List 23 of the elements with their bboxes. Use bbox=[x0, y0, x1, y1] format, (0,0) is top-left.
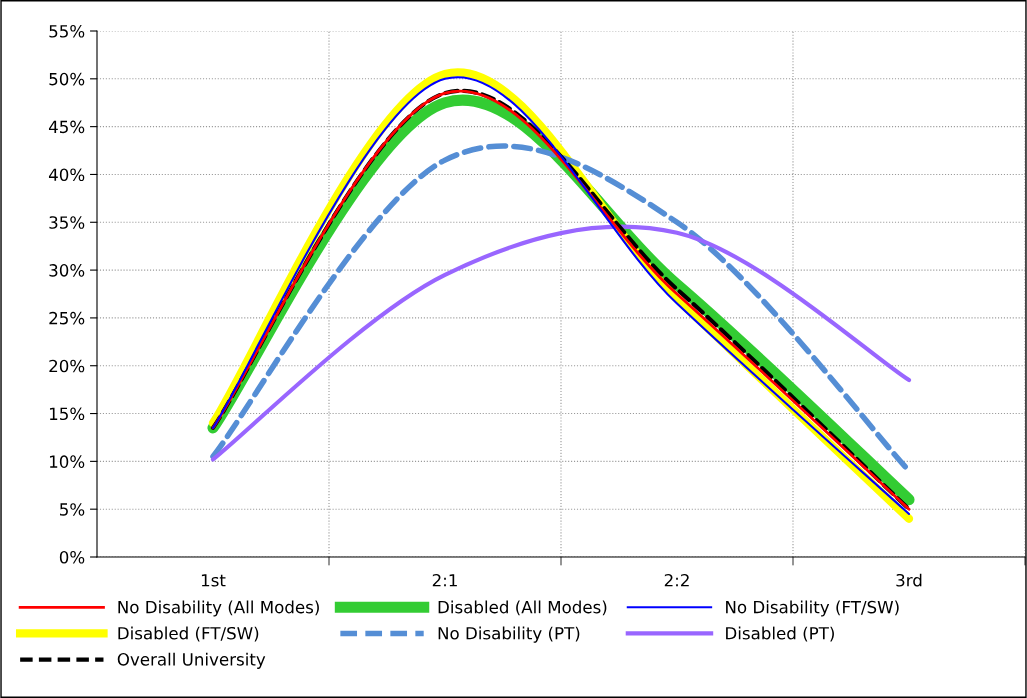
legend-label: Disabled (PT) bbox=[726, 626, 834, 642]
y-tick-label: 30% bbox=[49, 264, 85, 277]
legend-label: Disabled (FT/SW) bbox=[118, 626, 259, 642]
legend-label: Disabled (All Modes) bbox=[438, 600, 607, 616]
legend-label: Overall University bbox=[117, 652, 266, 669]
x-tick-label: 2:1 bbox=[432, 573, 457, 587]
y-tick-label: 0% bbox=[59, 550, 85, 564]
y-tick-label: 45% bbox=[48, 120, 85, 134]
x-tick-label: 1st bbox=[201, 574, 226, 587]
x-tick-label: 2:2 bbox=[664, 573, 689, 587]
y-tick-label: 55% bbox=[49, 24, 85, 38]
x-tick-label: 3rd bbox=[896, 573, 922, 587]
y-tick-label: 40% bbox=[48, 168, 85, 182]
legend-label: No Disability (PT) bbox=[438, 626, 580, 643]
y-tick-label: 35% bbox=[49, 216, 85, 229]
legend-label: No Disability (All Modes) bbox=[118, 600, 319, 617]
y-tick-label: 10% bbox=[49, 455, 85, 468]
y-tick-label: 15% bbox=[49, 407, 85, 421]
y-tick-label: 5% bbox=[60, 503, 85, 516]
y-tick-label: 25% bbox=[49, 311, 85, 325]
y-tick-label: 50% bbox=[49, 72, 85, 86]
y-tick-label: 20% bbox=[49, 359, 85, 373]
legend-label: No Disability (FT/SW) bbox=[726, 600, 899, 617]
